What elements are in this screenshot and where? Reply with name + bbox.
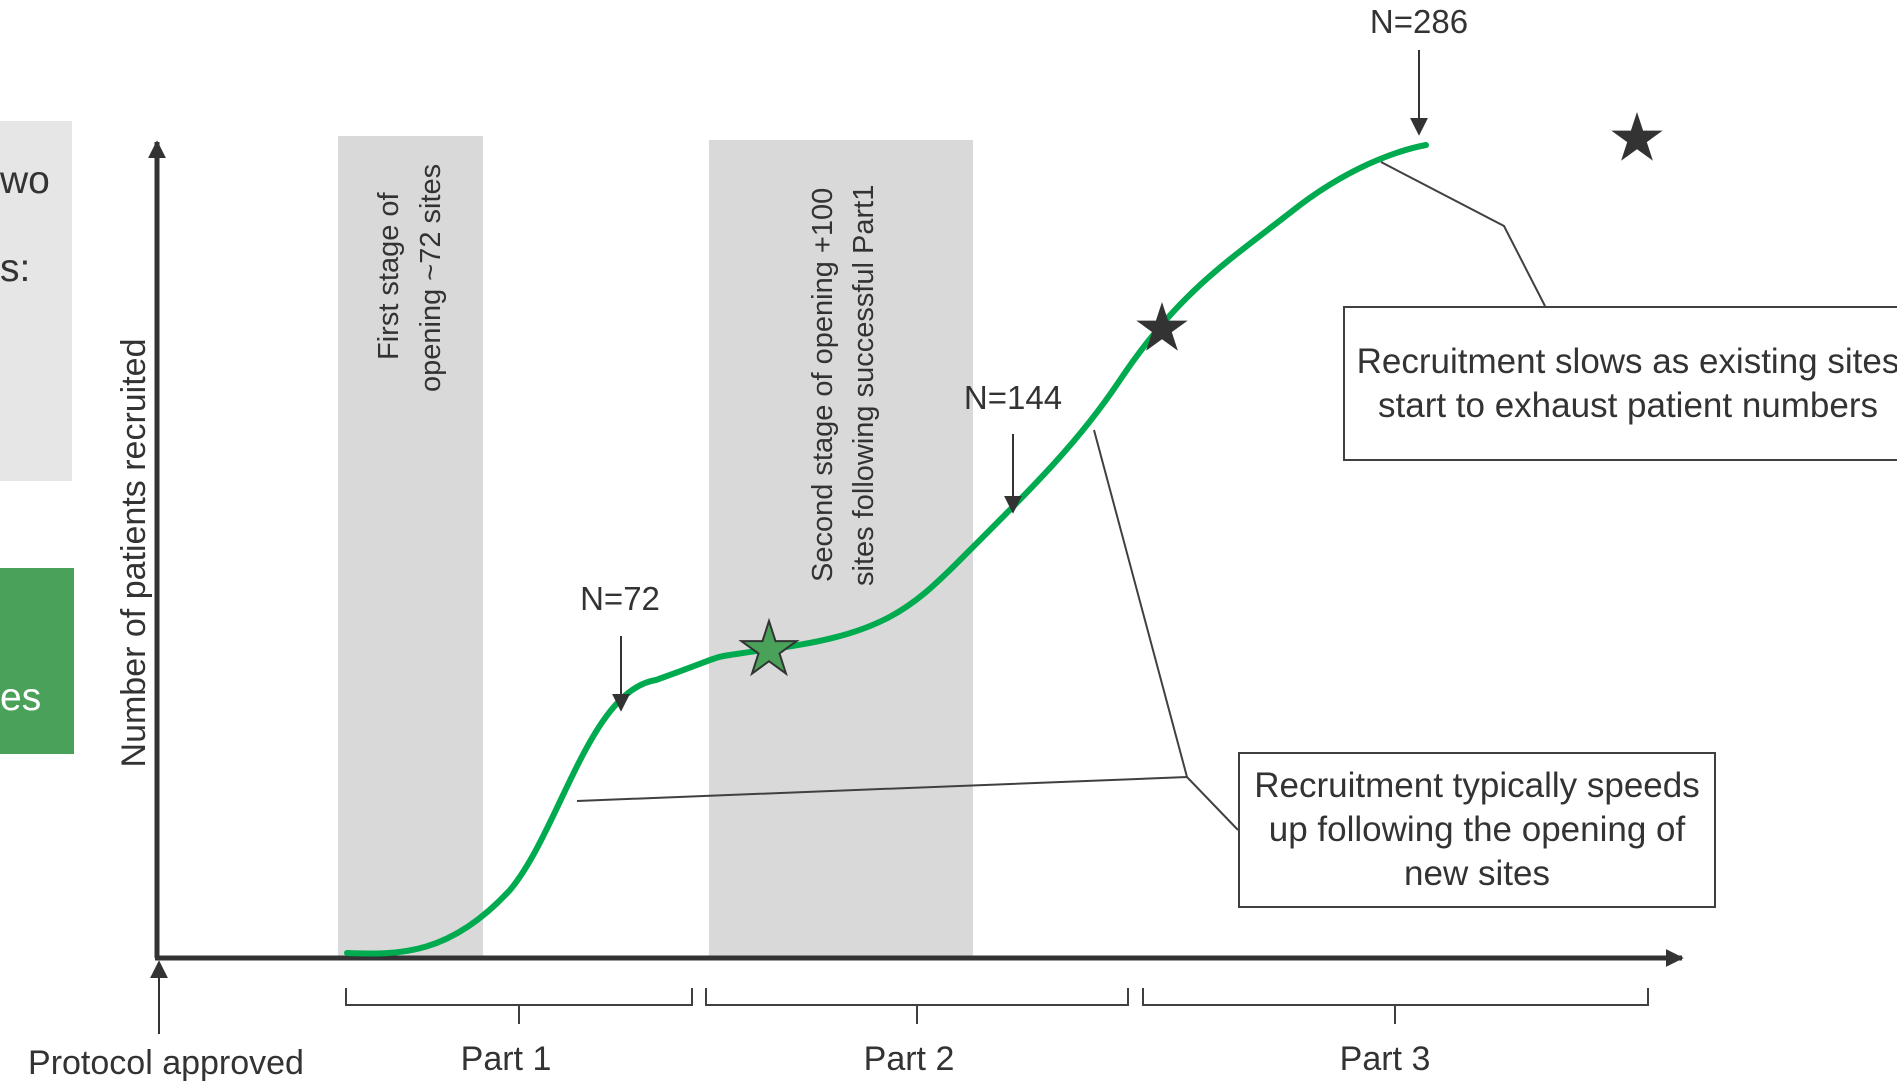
star-icon: [738, 617, 800, 677]
milestone-label-286: N=286: [1370, 3, 1468, 40]
part2-bracket: [705, 988, 1129, 1024]
recruitment-curve: [344, 142, 1429, 957]
stage1-label-line1: First stage of: [373, 191, 405, 360]
left-panel-text-2: s:: [0, 247, 31, 290]
callout-recruitment-slows: Recruitment slows as existing sites star…: [1343, 306, 1897, 461]
star-icon: [1136, 302, 1188, 351]
left-panel-text-1: wo: [0, 159, 50, 202]
callout-leader-speeds-2: [1093, 429, 1188, 778]
callout-leader-slows: [1380, 161, 1546, 307]
stage1-label-line2: opening ~72 sites: [415, 164, 447, 392]
stage2-label-line2: sites following successful Part1: [848, 185, 880, 586]
left-panel-text-3: es: [0, 676, 42, 719]
stage2-shade: [709, 140, 973, 958]
stage2-label-line1: Second stage of opening +100: [807, 188, 839, 582]
part2-label: Part 2: [864, 1040, 955, 1078]
y-axis-label: Number of patients recruited: [115, 339, 153, 768]
part3-label: Part 3: [1340, 1040, 1431, 1078]
callout-speeds-text: Recruitment typically speeds up followin…: [1254, 766, 1700, 893]
origin-label: Protocol approved: [28, 1044, 304, 1082]
part1-bracket: [345, 988, 693, 1024]
left-highlight-panel: es: [0, 568, 74, 754]
stage1-shade: [338, 136, 483, 958]
left-info-panel: wo s:: [0, 121, 72, 481]
callout-recruitment-speeds: Recruitment typically speeds up followin…: [1238, 752, 1716, 908]
milestone-label-72: N=72: [580, 580, 660, 617]
part3-bracket: [1142, 988, 1649, 1024]
part1-label: Part 1: [461, 1040, 552, 1078]
star-icon: [1611, 112, 1663, 161]
milestone-label-144: N=144: [964, 379, 1062, 416]
callout-slows-text: Recruitment slows as existing sites star…: [1356, 341, 1897, 425]
